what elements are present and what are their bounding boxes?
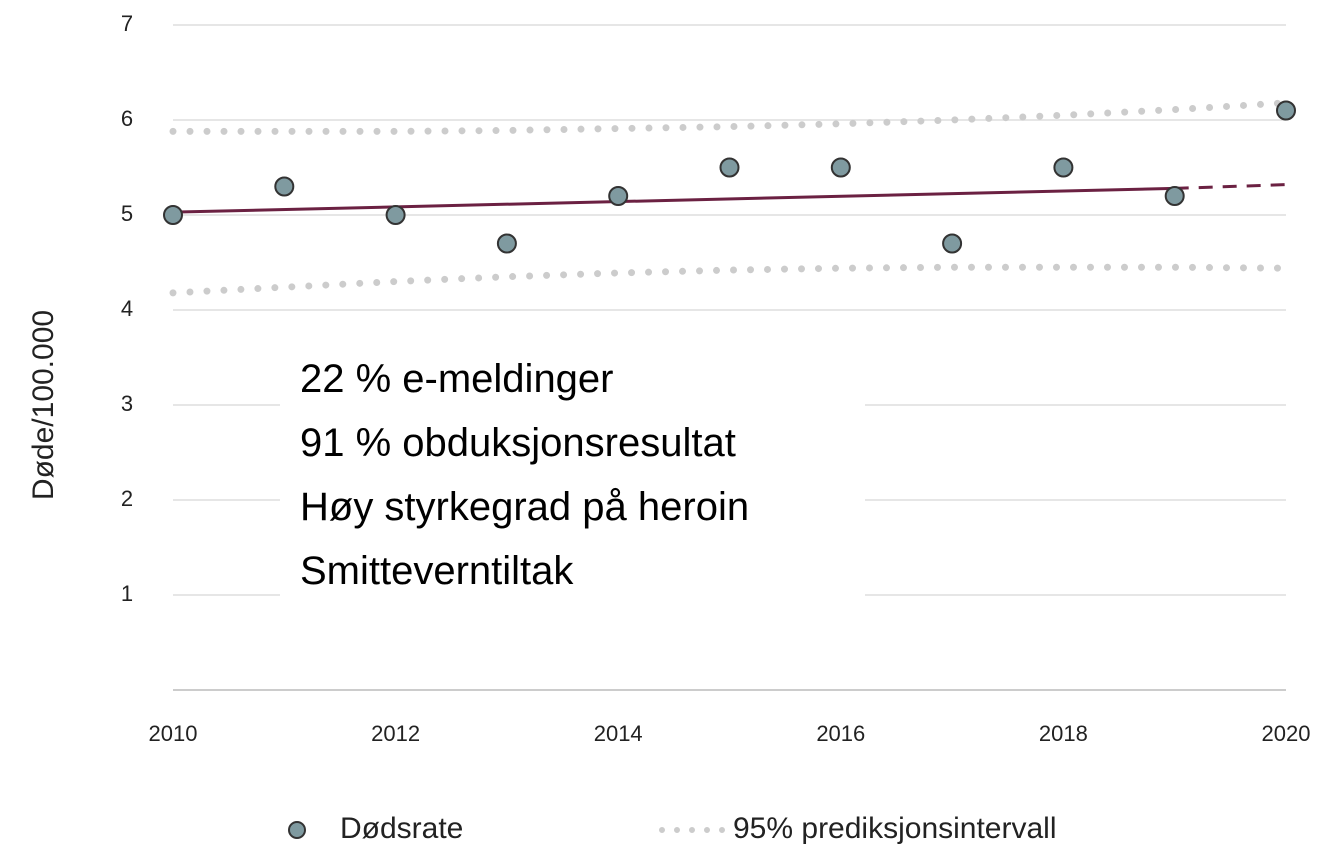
annotation-line: Smitteverntiltak — [300, 549, 574, 593]
point — [496, 233, 517, 254]
point — [830, 157, 851, 178]
x-tick-label: 2010 — [149, 721, 198, 746]
y-tick-label: 6 — [121, 106, 133, 131]
y-tick-label: 2 — [121, 486, 133, 511]
y-tick-label: 3 — [121, 391, 133, 416]
point — [274, 176, 295, 197]
annotation-line: 22 % e-meldinger — [300, 357, 614, 401]
annotation-line: 91 % obduksjonsresultat — [300, 421, 736, 465]
x-tick-label: 2016 — [816, 721, 865, 746]
point — [608, 186, 629, 206]
interval-lower — [169, 263, 1290, 297]
point — [942, 233, 963, 254]
x-tick-label: 2018 — [1039, 721, 1088, 746]
point — [1276, 100, 1296, 121]
y-tick-label: 4 — [121, 296, 133, 321]
trend-line — [172, 186, 1175, 214]
interval-upper — [169, 99, 1290, 135]
legend-label: 95% prediksjonsintervall — [733, 812, 1057, 845]
y-tick-label: 1 — [121, 581, 133, 606]
x-tick-label: 2012 — [371, 721, 420, 746]
y-axis-label: Døde/100.000 — [27, 310, 60, 500]
point — [385, 205, 406, 225]
y-tick-label: 7 — [121, 11, 133, 36]
point — [1164, 186, 1185, 206]
forecast-line — [1174, 183, 1287, 190]
x-tick-label: 2020 — [1262, 721, 1311, 746]
y-tick-label: 5 — [121, 201, 133, 226]
point — [163, 205, 183, 225]
point — [1053, 157, 1074, 178]
x-tick-label: 2014 — [594, 721, 643, 746]
annotation-line: Høy styrkegrad på heroin — [300, 485, 749, 529]
legend-label: Dødsrate — [340, 812, 463, 845]
point — [719, 157, 740, 178]
annotation-box — [280, 340, 865, 605]
legend-marker — [288, 821, 306, 839]
